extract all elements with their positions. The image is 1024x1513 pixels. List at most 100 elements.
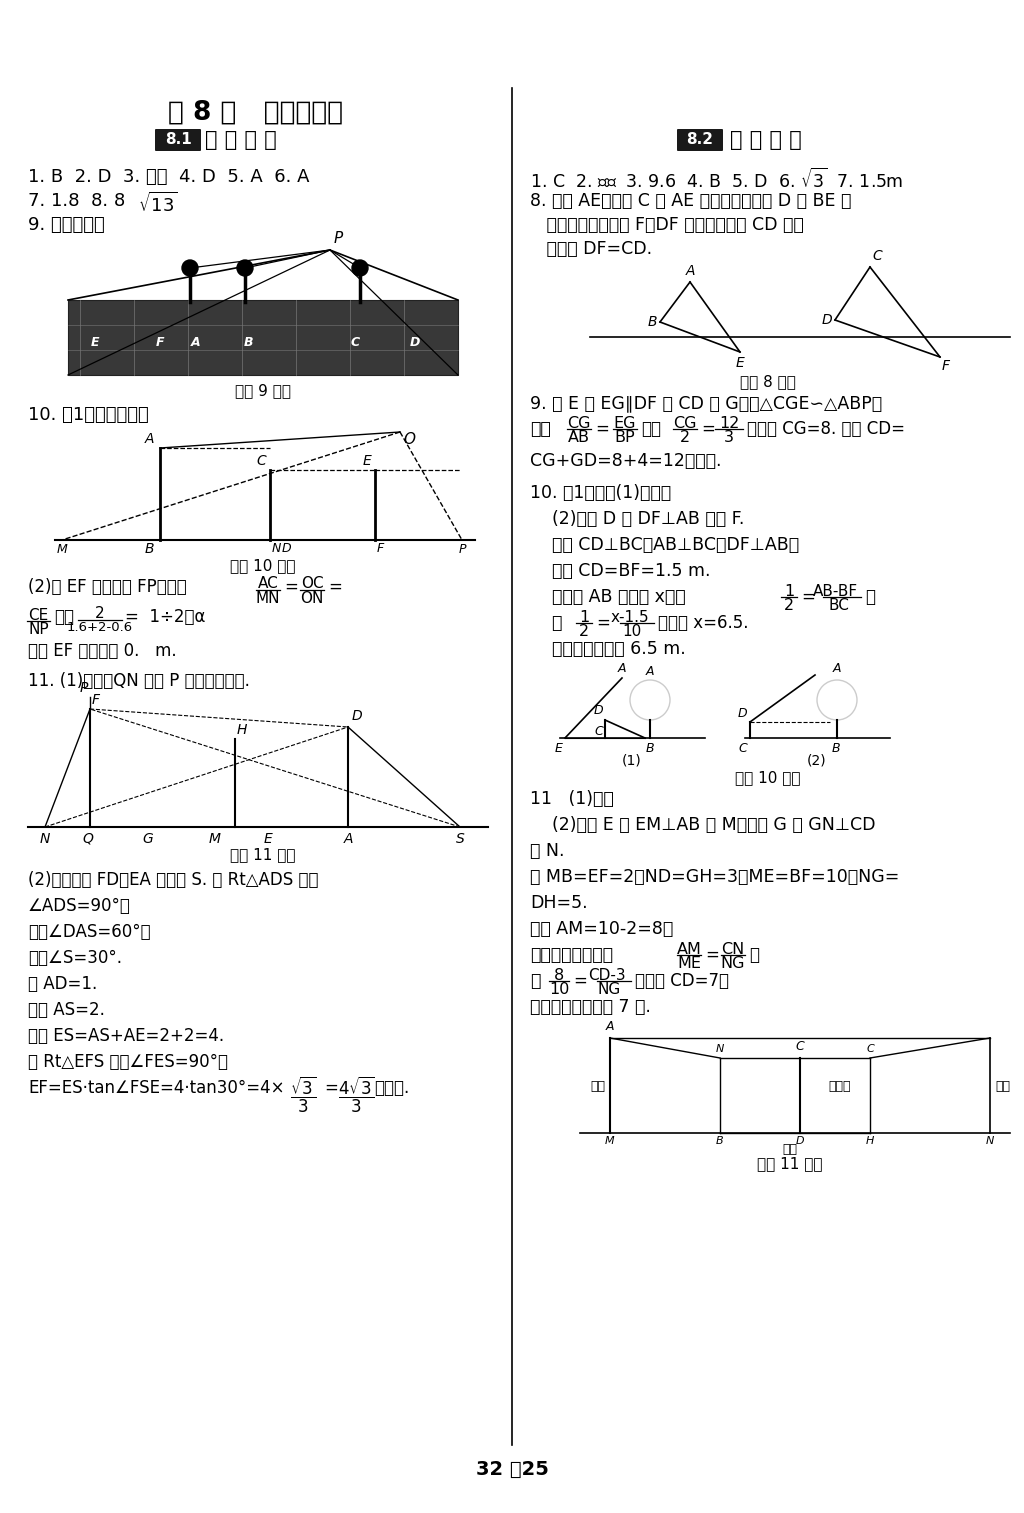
Text: F: F (156, 336, 164, 348)
Text: B: B (244, 336, 253, 348)
Text: CG+GD=8+4=12（米）.: CG+GD=8+4=12（米）. (530, 452, 722, 471)
Text: A: A (191, 336, 201, 348)
Text: 所以 AS=2.: 所以 AS=2. (28, 1002, 104, 1018)
Text: C: C (594, 725, 603, 738)
Text: D: D (593, 704, 603, 717)
Text: A: A (833, 663, 842, 675)
Text: 即电线杆的高度为 7 米.: 即电线杆的高度为 7 米. (530, 999, 651, 1017)
Text: 所以: 所以 (530, 421, 551, 437)
Text: C: C (866, 1044, 873, 1055)
Text: 地面: 地面 (782, 1142, 798, 1156)
Text: =: = (324, 1079, 338, 1097)
Text: MN: MN (256, 592, 281, 607)
Text: E: E (91, 336, 99, 348)
Text: AB-BF: AB-BF (812, 584, 857, 599)
Text: 2: 2 (579, 623, 589, 638)
Text: BC: BC (828, 598, 850, 613)
Text: A: A (685, 263, 694, 278)
Text: M: M (605, 1136, 614, 1145)
Text: B: B (716, 1136, 724, 1145)
Text: AC: AC (258, 576, 279, 592)
Text: (2)分别延长 FD、EA 交于点 S. 在 Rt△ADS 中，: (2)分别延长 FD、EA 交于点 S. 在 Rt△ADS 中， (28, 871, 318, 890)
Text: 第 8 章   投影与识图: 第 8 章 投影与识图 (168, 100, 344, 126)
Text: （第 10 题）: （第 10 题） (230, 558, 296, 573)
Text: 平 行 投 影: 平 行 投 影 (730, 130, 802, 150)
Text: 8: 8 (554, 968, 564, 983)
Text: B: B (647, 315, 657, 328)
Text: N: N (40, 832, 50, 846)
Text: O: O (403, 433, 415, 446)
Text: D: D (282, 542, 292, 555)
Text: A: A (144, 433, 154, 446)
Text: $\dfrac{\sqrt{3}}{3}$: $\dfrac{\sqrt{3}}{3}$ (290, 1076, 316, 1115)
Text: 1: 1 (579, 610, 589, 625)
Text: (2)设 EF 的影长为 FP，可证: (2)设 EF 的影长为 FP，可证 (28, 578, 186, 596)
Text: x-1.5: x-1.5 (610, 610, 649, 625)
Text: 因为 CD⊥BC，AB⊥BC，DF⊥AB，: 因为 CD⊥BC，AB⊥BC，DF⊥AB， (530, 536, 799, 554)
Text: ，: ， (749, 946, 759, 964)
Text: （第 10 题）: （第 10 题） (735, 770, 801, 785)
Text: CG: CG (673, 416, 696, 431)
Text: CE: CE (28, 608, 48, 623)
Text: 12: 12 (719, 416, 739, 431)
Text: =: = (328, 578, 342, 596)
Text: 所以 AM=10-2=8，: 所以 AM=10-2=8， (530, 920, 673, 938)
Circle shape (182, 260, 198, 275)
Text: (2)过点 D 作 DF⊥AB 于点 F.: (2)过点 D 作 DF⊥AB 于点 F. (530, 510, 744, 528)
Text: 1. B  2. D  3. 变小  4. D  5. A  6. A: 1. B 2. D 3. 变小 4. D 5. A 6. A (28, 168, 309, 186)
Text: （第 11 题）: （第 11 题） (230, 847, 296, 862)
Text: G: G (142, 832, 154, 846)
Text: 所以 ES=AS+AE=2+2=4.: 所以 ES=AS+AE=2+2=4. (28, 1027, 224, 1045)
Text: 即: 即 (530, 614, 562, 632)
Text: E: E (263, 832, 272, 846)
Text: =: = (705, 946, 719, 964)
Text: B: B (831, 741, 841, 755)
Text: N: N (986, 1136, 994, 1145)
Text: ，解得 CD=7，: ，解得 CD=7， (635, 971, 729, 990)
Text: NG: NG (597, 982, 621, 997)
Text: (2): (2) (807, 753, 826, 767)
Text: 2: 2 (680, 430, 690, 445)
Text: 7. 1.8  8. 8: 7. 1.8 8. 8 (28, 192, 125, 210)
Text: 所以∠S=30°.: 所以∠S=30°. (28, 949, 122, 967)
Text: 在 Rt△EFS 中，∠FES=90°，: 在 Rt△EFS 中，∠FES=90°， (28, 1053, 228, 1071)
Text: ，解得 CG=8. 所以 CD=: ，解得 CG=8. 所以 CD= (746, 421, 905, 437)
Text: （第 9 题）: （第 9 题） (234, 383, 291, 398)
Text: 3: 3 (724, 430, 734, 445)
Bar (68, 300, 458, 375)
Text: C: C (872, 250, 882, 263)
Text: 中 心 投 影: 中 心 投 影 (205, 130, 276, 150)
Text: 1.6+2-0.6: 1.6+2-0.6 (67, 620, 133, 634)
Text: 9. 如图所示：: 9. 如图所示： (28, 216, 104, 235)
Text: （第 11 题）: （第 11 题） (758, 1156, 822, 1171)
Text: 设大树 AB 的高为 x，则: 设大树 AB 的高为 x，则 (530, 589, 686, 607)
Text: 故大树的高度是 6.5 m.: 故大树的高度是 6.5 m. (530, 640, 686, 658)
Text: F: F (942, 359, 950, 374)
Text: ·: · (398, 427, 401, 437)
Text: 2: 2 (95, 607, 104, 620)
Text: C: C (796, 1039, 805, 1053)
Text: 10: 10 (549, 982, 569, 997)
Text: M: M (56, 543, 68, 555)
Text: EG: EG (613, 416, 636, 431)
Text: NG: NG (721, 956, 745, 971)
Text: D: D (821, 313, 831, 327)
Text: E: E (555, 741, 563, 755)
Text: NP: NP (28, 622, 48, 637)
Text: D: D (410, 336, 420, 348)
Text: 10. （1）如图(1)所示。: 10. （1）如图(1)所示。 (530, 484, 671, 502)
Text: E: E (362, 454, 371, 468)
Text: S: S (456, 832, 464, 846)
FancyBboxPatch shape (677, 129, 723, 151)
Text: ，: ， (865, 589, 874, 607)
Text: =  1÷2，α: = 1÷2，α (125, 608, 206, 626)
Circle shape (352, 260, 368, 275)
FancyBboxPatch shape (155, 129, 201, 151)
Text: =: = (595, 421, 609, 437)
Text: 8. 连接 AE，过点 C 作 AE 的平行线，过点 D 作 BE 的: 8. 连接 AE，过点 C 作 AE 的平行线，过点 D 作 BE 的 (530, 192, 851, 210)
Text: 由平行投影可知，: 由平行投影可知， (530, 946, 613, 964)
Text: 32 －25: 32 －25 (475, 1460, 549, 1480)
Text: 8.2: 8.2 (686, 133, 714, 147)
Text: H: H (237, 723, 248, 737)
Text: A: A (343, 832, 352, 846)
